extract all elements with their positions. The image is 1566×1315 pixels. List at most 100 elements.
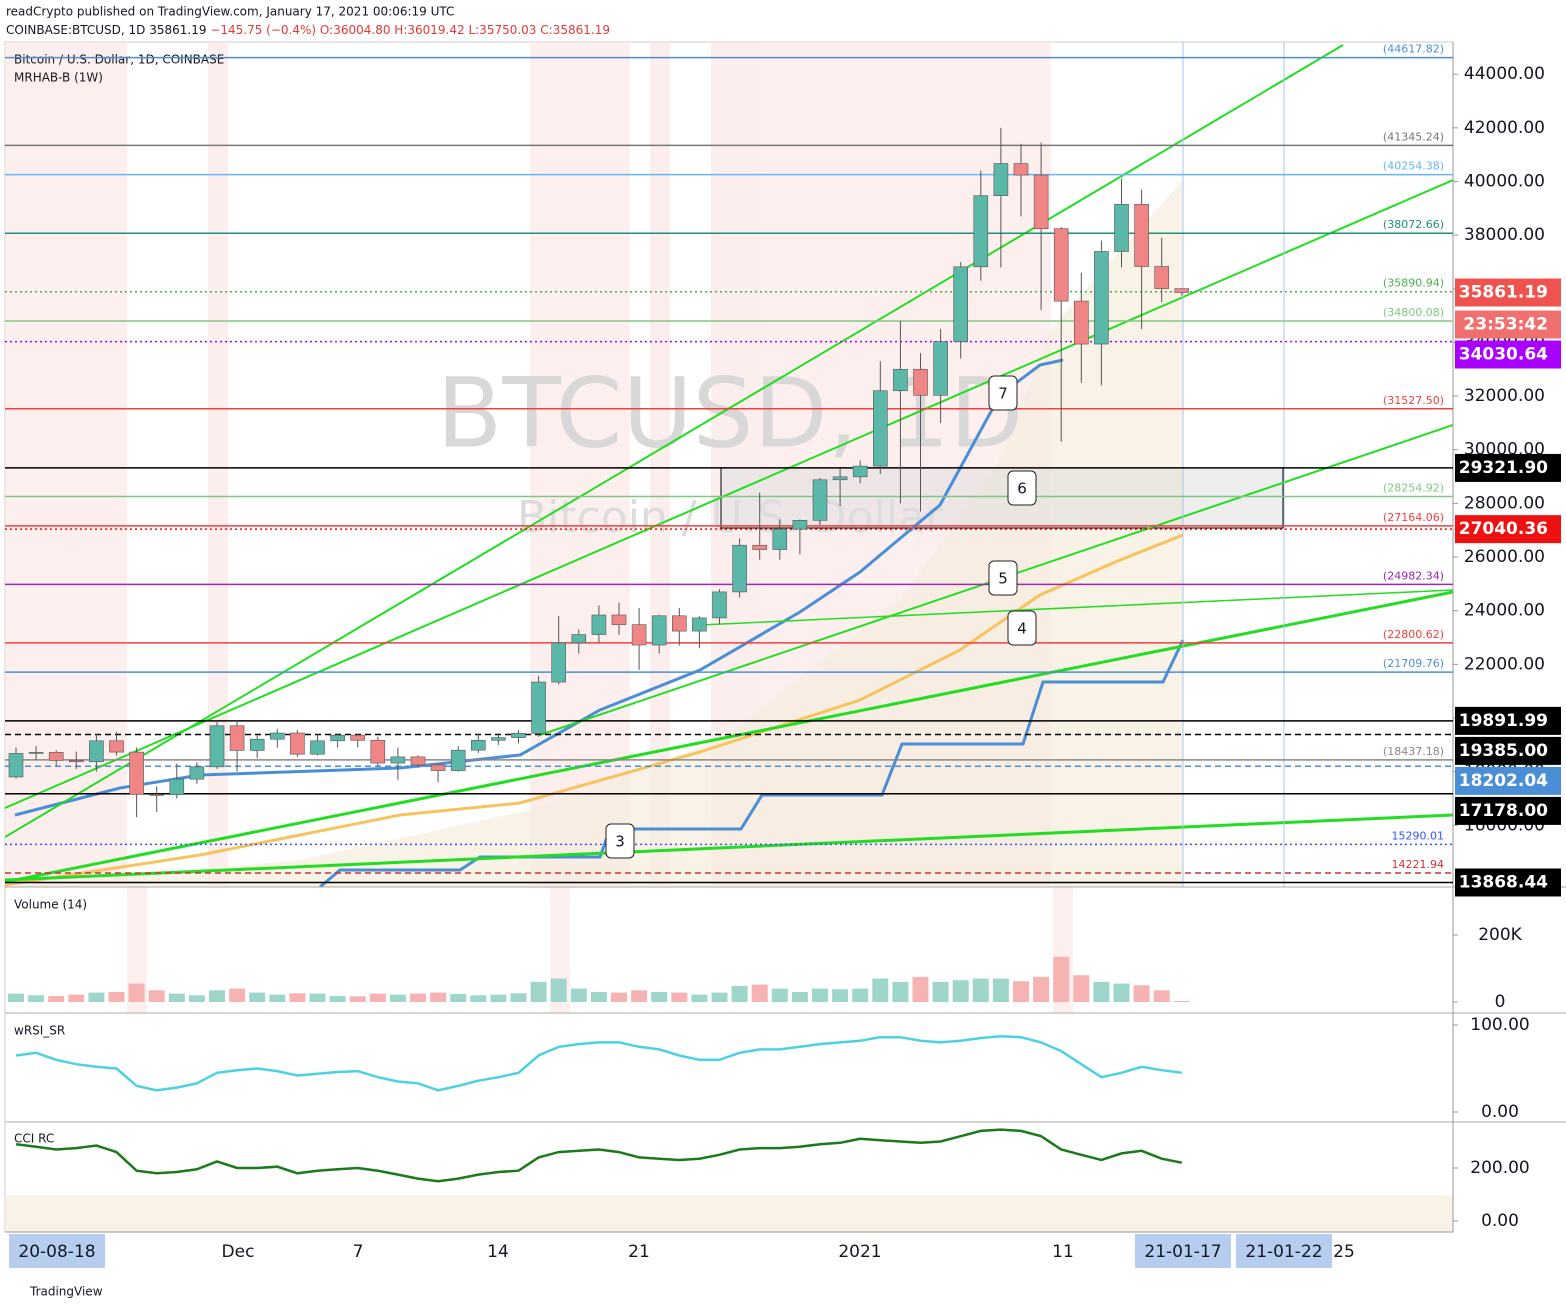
volume-bar <box>570 988 587 1002</box>
candle-body <box>913 368 928 396</box>
callout-label: 5 <box>998 570 1008 588</box>
volume-bar <box>550 978 567 1002</box>
candle-body <box>531 681 546 734</box>
rsi-title: wRSI_SR <box>14 1024 65 1038</box>
y-tick-label: 200K <box>1478 925 1522 945</box>
volume-bar <box>530 981 547 1002</box>
candle-body <box>611 614 627 625</box>
volume-bar <box>711 992 728 1002</box>
x-tick-label: 11 <box>1052 1242 1074 1262</box>
volume-bar <box>671 992 688 1002</box>
price-tag-label: 17178.00 <box>1459 801 1548 821</box>
x-tick-label: 7 <box>353 1242 364 1262</box>
callout-label: 3 <box>615 833 625 851</box>
volume-bar <box>912 976 929 1002</box>
price-tag <box>1455 453 1561 482</box>
level-label: (44617.82) <box>1383 43 1444 56</box>
volume-bar <box>791 991 808 1002</box>
volume-bar <box>490 994 507 1002</box>
cci-band <box>5 1195 1453 1232</box>
volume-bar <box>269 994 286 1002</box>
ohlc-line: COINBASE:BTCUSD, 1D 35861.19 −145.75 (−0… <box>6 23 610 37</box>
x-tick-label: 25 <box>1333 1242 1355 1262</box>
candle-body <box>933 341 948 396</box>
volume-bar <box>691 994 708 1002</box>
candle-body <box>189 766 205 780</box>
time-highlight <box>1236 1234 1332 1268</box>
callout-label: 6 <box>1017 480 1027 498</box>
callout-label: 4 <box>1017 620 1027 638</box>
x-tick-label: 2021 <box>838 1242 881 1262</box>
candle-body <box>1013 163 1029 176</box>
volume-bar <box>1153 990 1170 1002</box>
candle-body <box>28 752 44 754</box>
y-tick-label: 0 <box>1495 992 1506 1012</box>
y-tick-label: 28000.00 <box>1464 493 1545 513</box>
y-tick-label: 32000.00 <box>1464 386 1545 406</box>
volume-bar <box>289 993 306 1002</box>
volume-bar <box>1113 983 1130 1002</box>
x-tick-label: 14 <box>487 1242 509 1262</box>
price-tag <box>1455 706 1561 735</box>
symbol: COINBASE:BTCUSD, 1D <box>6 23 145 37</box>
volume-bar <box>389 994 406 1002</box>
candle-body <box>1154 266 1169 289</box>
level-label: (31527.50) <box>1383 394 1444 407</box>
volume-bar <box>992 978 1009 1002</box>
volume-bar <box>188 995 205 1002</box>
candle-body <box>792 519 808 530</box>
candle-body <box>893 368 908 392</box>
level-label: (35890.94) <box>1383 277 1444 290</box>
volume-bar <box>1073 975 1090 1002</box>
price-tag <box>1455 340 1561 369</box>
volume-bar <box>229 988 246 1002</box>
y-tick-label: 0.00 <box>1481 1211 1519 1231</box>
candle-body <box>209 725 225 768</box>
candle-body <box>832 476 848 481</box>
price-tag-label: 27040.36 <box>1459 519 1548 539</box>
volume-bar <box>249 992 266 1002</box>
level-label: (40254.38) <box>1383 160 1444 173</box>
volume-bar <box>410 993 426 1002</box>
candle-body <box>1134 203 1149 267</box>
volume-bar <box>329 995 346 1002</box>
candle-body <box>350 734 366 741</box>
volume-bar <box>510 993 527 1002</box>
level-label: (27164.06) <box>1383 511 1444 524</box>
volume-bar <box>1033 976 1050 1002</box>
price-tag-label: 18202.04 <box>1459 771 1548 791</box>
price-tag <box>1455 766 1561 795</box>
close: C:35861.19 <box>540 23 610 37</box>
callout <box>1007 470 1037 506</box>
volume-bar <box>1013 981 1029 1002</box>
candle-body <box>430 764 446 771</box>
y-tick-label: 42000.00 <box>1464 118 1545 138</box>
volume-bar <box>892 981 909 1002</box>
price-tag <box>1455 278 1561 307</box>
volume-bar <box>430 992 447 1002</box>
callout <box>605 823 635 859</box>
candle-body <box>511 732 526 738</box>
last: 35861.19 <box>149 23 206 37</box>
candle-body <box>752 544 768 550</box>
cci-line <box>15 1128 1183 1183</box>
candle-body <box>149 794 164 796</box>
y-tick-label: 0.00 <box>1481 1102 1519 1122</box>
x-tick-label: 21-01-17 <box>1144 1242 1221 1262</box>
volume-bar <box>168 993 185 1002</box>
level-label: (41345.24) <box>1383 130 1444 143</box>
candle-body <box>269 732 285 740</box>
change: −145.75 (−0.4%) <box>210 23 316 37</box>
price-tag <box>1455 736 1561 765</box>
drawings <box>5 42 1453 887</box>
candle-body <box>651 615 667 646</box>
candle-body <box>69 760 84 763</box>
x-tick-label: 21-01-22 <box>1245 1242 1322 1262</box>
level-label: (34800.08) <box>1383 306 1444 319</box>
price-tag-label: 19385.00 <box>1459 741 1548 761</box>
candle-body <box>470 739 486 751</box>
candle-body <box>571 634 587 644</box>
candle-body <box>129 751 144 795</box>
price-tag-label: 35861.19 <box>1459 283 1548 303</box>
